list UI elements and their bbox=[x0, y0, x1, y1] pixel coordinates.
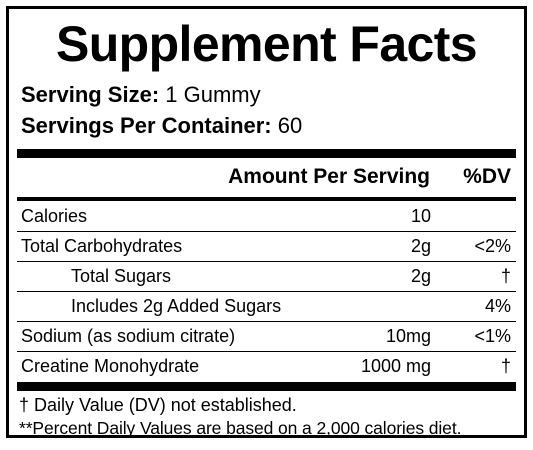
nutrient-dv: † bbox=[500, 356, 511, 376]
nutrient-amount: 2g bbox=[410, 266, 431, 286]
nutrient-row-total-carbohydrates: Total Carbohydrates 2g <2% bbox=[17, 232, 516, 262]
servings-per-container-label: Servings Per Container: bbox=[21, 113, 272, 138]
nutrient-amount: 1000 mg bbox=[360, 356, 431, 376]
header-divider bbox=[17, 197, 516, 201]
nutrient-name: Total Carbohydrates bbox=[21, 236, 183, 256]
nutrient-table: Calories 10 Total Carbohydrates 2g <2% T… bbox=[17, 202, 516, 381]
footnote-percent-daily-values: **Percent Daily Values are based on a 2,… bbox=[19, 418, 462, 438]
thick-divider bbox=[17, 149, 516, 158]
nutrient-name: Calories bbox=[21, 206, 88, 226]
nutrient-dv: 4% bbox=[484, 296, 511, 316]
nutrient-name: Includes 2g Added Sugars bbox=[71, 296, 282, 316]
bottom-divider bbox=[17, 382, 516, 391]
nutrient-dv: <2% bbox=[474, 236, 511, 256]
panel-title: Supplement Facts bbox=[55, 16, 478, 72]
nutrient-name: Sodium (as sodium citrate) bbox=[21, 326, 236, 346]
footnote-dv-not-established: † Daily Value (DV) not established. bbox=[19, 395, 297, 415]
serving-size-value: 1 Gummy bbox=[165, 82, 261, 107]
serving-size-label: Serving Size: bbox=[21, 82, 160, 107]
nutrient-row-creatine-monohydrate: Creatine Monohydrate 1000 mg † bbox=[17, 352, 516, 381]
servings-per-container-value: 60 bbox=[277, 113, 303, 138]
nutrient-amount: 10 bbox=[410, 206, 431, 226]
servings-per-container: Servings Per Container: 60 bbox=[21, 113, 302, 139]
nutrient-amount: 2g bbox=[410, 236, 431, 256]
supplement-facts-panel: Supplement Facts Serving Size: 1 Gummy S… bbox=[6, 6, 527, 438]
nutrient-name: Total Sugars bbox=[71, 266, 172, 286]
daily-value-header: %DV bbox=[463, 165, 511, 188]
nutrient-row-sodium: Sodium (as sodium citrate) 10mg <1% bbox=[17, 322, 516, 352]
nutrient-name: Creatine Monohydrate bbox=[21, 356, 200, 376]
nutrient-row-added-sugars: Includes 2g Added Sugars 4% bbox=[17, 292, 516, 322]
nutrient-row-calories: Calories 10 bbox=[17, 202, 516, 232]
nutrient-amount: 10mg bbox=[385, 326, 431, 346]
amount-per-serving-header: Amount Per Serving bbox=[228, 165, 430, 188]
nutrient-row-total-sugars: Total Sugars 2g † bbox=[17, 262, 516, 292]
nutrient-dv: † bbox=[500, 266, 511, 286]
serving-size: Serving Size: 1 Gummy bbox=[21, 82, 261, 108]
nutrient-dv: <1% bbox=[474, 326, 511, 346]
